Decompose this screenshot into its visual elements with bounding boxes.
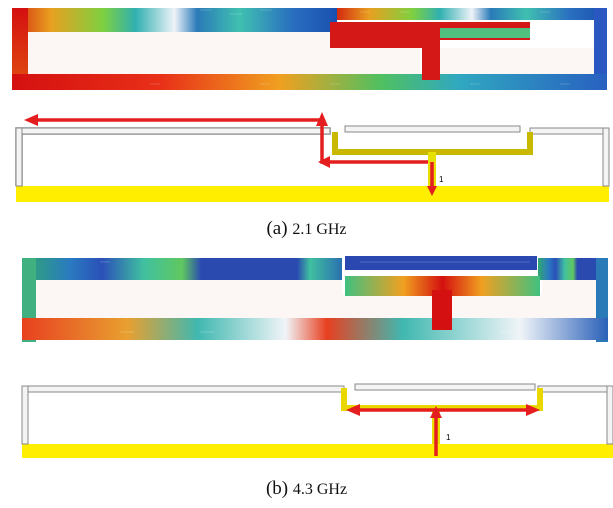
vector-texture (150, 9, 570, 85)
caption-b: (b) 4.3 GHz (0, 478, 613, 500)
inner-u-structure (341, 388, 543, 411)
ground-plane (16, 186, 609, 202)
antenna-slot (28, 32, 420, 74)
antenna-outline-right (529, 127, 610, 135)
caption-a: (a) 2.1 GHz (0, 218, 613, 240)
antenna-outline-top (21, 385, 345, 393)
panel-b-path-diagram: 1 (0, 372, 613, 462)
panel-a-path-diagram: 1 (0, 104, 613, 204)
current-arrow-path (36, 118, 434, 186)
port-label: 1 (446, 433, 451, 442)
panel-a-current-plot (0, 0, 613, 95)
antenna-bottom-arm (12, 74, 607, 90)
antenna-top-arm-right (337, 8, 607, 20)
arrowhead-up (316, 112, 328, 126)
left-edge (15, 127, 23, 187)
arrowhead-mid-left (318, 156, 330, 168)
current-arrow-path (358, 408, 528, 456)
inner-plate (344, 125, 521, 133)
antenna-outline-top (15, 127, 331, 135)
arrowhead-left (24, 114, 38, 126)
antenna-left-edge (12, 8, 28, 90)
arrowhead-up (430, 406, 442, 418)
arrowhead-down (427, 186, 437, 196)
right-edge (602, 127, 610, 187)
panel-b-current-plot (0, 250, 613, 350)
caption-a-label: (a) (266, 218, 288, 239)
port-label: 1 (439, 175, 444, 184)
inner-bar (345, 276, 540, 296)
caption-a-frequency: 2.1 GHz (292, 221, 347, 238)
antenna-right-edge (594, 8, 607, 90)
antenna-top-arm (12, 8, 337, 32)
antenna-bottom-arm (22, 318, 608, 340)
arrowhead-left (346, 404, 360, 416)
inner-plate (354, 383, 536, 391)
ground-plane (22, 444, 613, 458)
vector-texture (100, 261, 530, 333)
caption-b-frequency: 4.3 GHz (292, 481, 348, 498)
antenna-outline (15, 127, 331, 186)
antenna-slot-right (440, 48, 594, 74)
arrowhead-right (526, 404, 540, 416)
left-edge (21, 385, 29, 445)
caption-b-label: (b) (265, 478, 289, 499)
antenna-outline-right (537, 385, 613, 393)
right-edge (606, 385, 613, 445)
antenna-slot (36, 280, 596, 318)
feed-stem (432, 290, 452, 330)
inner-u-structure (332, 132, 533, 155)
antenna-top-arm (22, 258, 342, 280)
feed-structure-highlight (440, 28, 530, 38)
antenna-top-arm-right (538, 258, 608, 280)
top-plate (345, 256, 537, 270)
